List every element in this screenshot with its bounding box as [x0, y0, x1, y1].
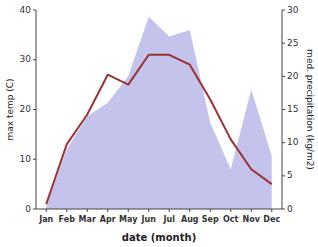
x-tick [148, 209, 149, 212]
x-tick [46, 209, 47, 212]
x-tick-label: Apr [100, 215, 116, 224]
y2-tick [282, 76, 285, 77]
x-tick [271, 209, 272, 212]
x-tick-label: Dec [263, 215, 280, 224]
y2-tick [282, 175, 285, 176]
y2-tick [282, 10, 285, 11]
y-tick [33, 10, 36, 11]
x-tick-label: Jan [38, 215, 53, 224]
y-tick-label: 20 [20, 104, 32, 114]
x-tick [87, 209, 88, 212]
y-tick-label: 30 [20, 54, 32, 64]
x-tick [66, 209, 67, 212]
x-axis-title: date (month) [122, 232, 196, 243]
y2-tick [282, 109, 285, 110]
y2-tick-label: 0 [287, 204, 293, 214]
temperature-line [46, 55, 272, 204]
y-tick [33, 59, 36, 60]
y2-tick [282, 142, 285, 143]
x-tick [128, 209, 129, 212]
y2-tick [282, 43, 285, 44]
x-tick [189, 209, 190, 212]
x-tick-label: Mar [79, 215, 96, 224]
x-tick-label: Nov [243, 215, 261, 224]
x-tick [230, 209, 231, 212]
x-tick [251, 209, 252, 212]
x-tick-label: Jul [163, 215, 176, 224]
y-tick-label: 0 [25, 204, 31, 214]
x-tick-label: Sep [202, 215, 219, 224]
x-tick-label: Jun [141, 215, 157, 224]
x-tick-label: Oct [223, 215, 239, 224]
y-axis-title: max temp (C) [5, 78, 15, 140]
y2-tick-label: 30 [287, 5, 299, 15]
x-tick [107, 209, 108, 212]
x-tick-label: May [119, 215, 138, 224]
x-tick-label: Feb [59, 215, 76, 224]
x-tick-label: Aug [181, 215, 199, 224]
y-tick [33, 209, 36, 210]
chart: 0 10 20 30 40 0 5 10 15 20 25 30 Jan FebMar AprMayJun J… [0, 0, 318, 247]
y2-tick-label: 5 [287, 170, 293, 180]
y-tick [33, 159, 36, 160]
x-tick [210, 209, 211, 212]
plot-area [46, 17, 272, 209]
y2-axis-title: med. precipitation (kg/m2) [305, 49, 315, 170]
y2-tick-label: 10 [287, 137, 299, 147]
precipitation-area [46, 17, 272, 209]
y-tick [33, 109, 36, 110]
y2-tick-label: 15 [287, 104, 298, 114]
y2-tick-label: 25 [287, 38, 298, 48]
y-tick-label: 10 [20, 154, 32, 164]
x-axis-line [36, 209, 282, 210]
y2-tick [282, 209, 285, 210]
x-tick [169, 209, 170, 212]
y-tick-label: 40 [20, 5, 32, 15]
y2-tick-label: 20 [287, 71, 299, 81]
